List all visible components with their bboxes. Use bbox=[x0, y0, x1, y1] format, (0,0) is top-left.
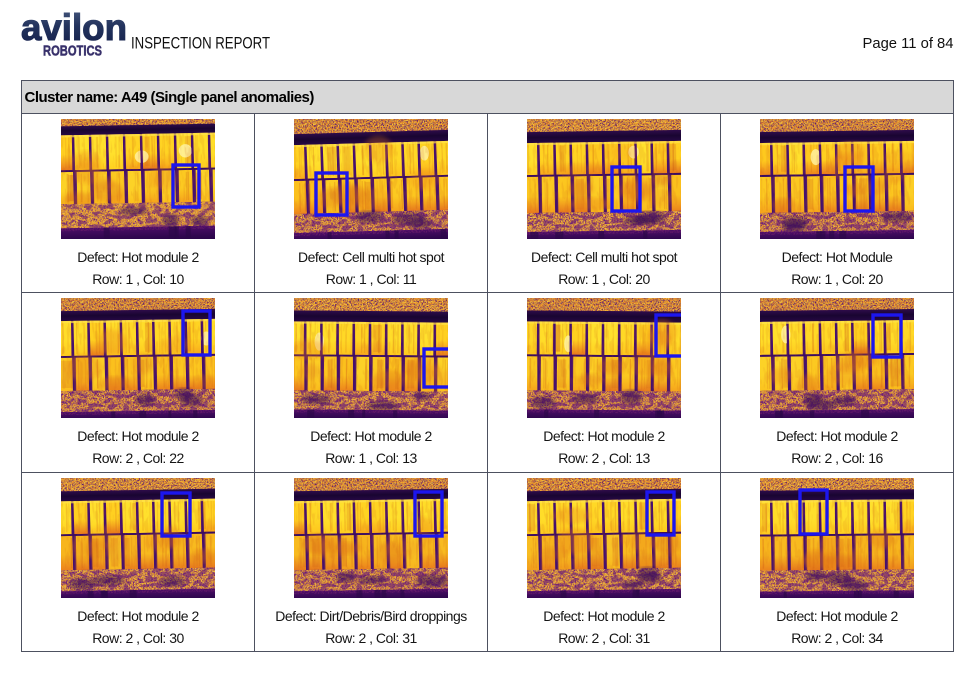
svg-text:avilon: avilon bbox=[21, 8, 127, 48]
svg-text:Page 11 of 84: Page 11 of 84 bbox=[863, 35, 954, 52]
svg-text:INSPECTION REPORT: INSPECTION REPORT bbox=[131, 33, 270, 52]
svg-text:ROBOTICS: ROBOTICS bbox=[43, 43, 102, 59]
